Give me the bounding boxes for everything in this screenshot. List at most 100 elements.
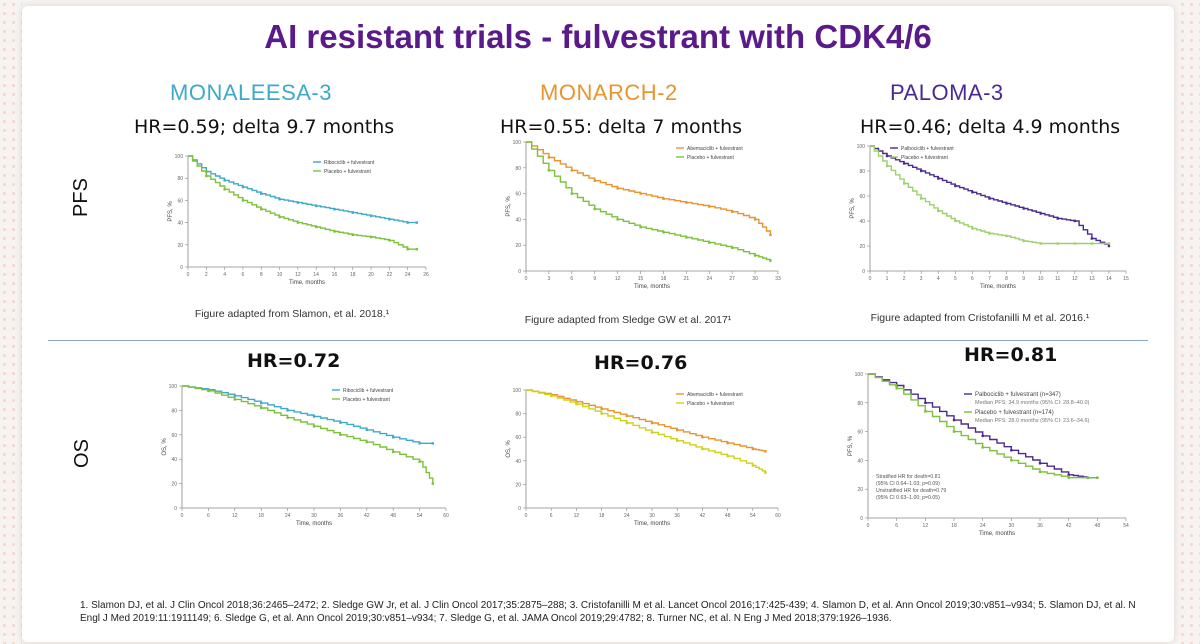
y-tick-label: 100 xyxy=(513,140,522,146)
x-tick-label: 26 xyxy=(423,272,429,278)
x-tick-label: 7 xyxy=(988,276,991,282)
censor-mark xyxy=(415,221,419,224)
censor-mark xyxy=(1005,202,1008,205)
legend-label: Abemaciclib + fulvestrant xyxy=(687,392,743,398)
censor-mark xyxy=(753,218,757,221)
x-tick-label: 36 xyxy=(338,513,344,519)
censor-mark xyxy=(1056,217,1059,220)
x-tick-label: 11 xyxy=(1055,276,1060,282)
x-tick-label: 21 xyxy=(684,276,690,282)
slide-title: AI resistant trials - fulvestrant with C… xyxy=(264,18,932,55)
x-tick-label: 3 xyxy=(920,276,923,282)
x-tick-label: 60 xyxy=(775,513,781,519)
series-line-0 xyxy=(868,373,1098,479)
censor-mark xyxy=(369,214,373,218)
chart-panel-pfs-monarch: 0 20 40 60 80 100 0 3 6 9 12 15 18 21 24 27 30 33 Time, mo… xyxy=(492,132,792,307)
x-tick-label: 16 xyxy=(332,272,338,278)
x-tick-label: 0 xyxy=(525,513,528,519)
censor-mark xyxy=(1056,242,1059,245)
x-axis-label: Time, months xyxy=(980,284,1016,290)
x-tick-label: 2 xyxy=(903,276,906,282)
censor-mark xyxy=(902,182,906,185)
censor-mark xyxy=(241,185,245,189)
censor-mark xyxy=(764,471,767,474)
censor-mark xyxy=(388,218,391,221)
censor-mark xyxy=(351,211,354,214)
y-tick-label: 80 xyxy=(515,412,521,418)
km-chart-os-paloma: 0 20 40 60 80 100 0 6 12 18 24 30 36 42 48 54 Time, mont… xyxy=(848,372,1129,537)
censor-mark xyxy=(1107,242,1111,245)
censor-mark xyxy=(406,248,409,251)
x-tick-label: 10 xyxy=(277,272,283,278)
censor-mark xyxy=(701,436,704,439)
censor-mark xyxy=(233,398,236,401)
censor-mark xyxy=(952,418,956,422)
trial-monarch-2: MONARCH-2 xyxy=(540,80,678,105)
y-tick-label: 100 xyxy=(857,144,866,150)
x-tick-label: 48 xyxy=(1095,523,1101,529)
censor-mark xyxy=(764,450,767,453)
y-tick-label: 0 xyxy=(518,506,521,512)
x-tick-label: 12 xyxy=(1072,276,1078,282)
y-tick-label: 100 xyxy=(175,154,184,160)
x-tick-label: 24 xyxy=(706,276,712,282)
x-tick-label: 36 xyxy=(674,513,680,519)
legend-label: Placebo + fulvestrant xyxy=(324,169,371,175)
y-tick-label: 80 xyxy=(857,401,863,407)
y-tick-label: 20 xyxy=(177,243,183,249)
censor-mark xyxy=(1107,244,1111,248)
x-tick-label: 14 xyxy=(1106,276,1112,282)
censor-mark xyxy=(924,410,927,413)
x-tick-label: 6 xyxy=(207,513,210,519)
censor-mark xyxy=(988,232,991,235)
censor-mark xyxy=(662,231,665,234)
censor-mark xyxy=(365,440,368,444)
y-tick-label: 20 xyxy=(857,487,863,493)
censor-mark xyxy=(1038,462,1042,465)
censor-mark xyxy=(701,447,704,451)
x-tick-label: 0 xyxy=(187,272,190,278)
x-tick-label: 6 xyxy=(971,276,974,282)
series-line-0 xyxy=(870,145,1110,246)
censor-mark xyxy=(685,201,688,204)
censor-mark xyxy=(314,204,318,208)
x-tick-label: 4 xyxy=(223,272,226,278)
censor-mark xyxy=(369,235,373,239)
censor-mark xyxy=(1022,239,1025,243)
km-chart-pfs-monarch: 0 20 40 60 80 100 0 3 6 9 12 15 18 21 24 27 30 33 Time, mo… xyxy=(506,140,781,290)
legend-sublabel: Median PFS: 34.9 months (95% CI: 28.8–40… xyxy=(975,400,1090,406)
x-tick-label: 6 xyxy=(895,523,898,529)
x-tick-label: 0 xyxy=(181,513,184,519)
censor-mark xyxy=(1005,234,1008,238)
censor-mark xyxy=(616,218,619,221)
censor-mark xyxy=(260,208,263,211)
censor-mark xyxy=(233,394,236,397)
censor-mark xyxy=(388,239,391,242)
y-tick-label: 80 xyxy=(859,169,865,175)
censor-mark xyxy=(971,191,974,194)
x-tick-label: 30 xyxy=(311,513,317,519)
censor-mark xyxy=(708,205,711,208)
censor-mark xyxy=(1010,449,1013,452)
chart-panel-pfs-monaleesa: 0 20 40 60 80 100 0 2 4 6 8 10 12 14 16 18 20 22 24 26 Time,… xyxy=(140,142,440,307)
x-tick-label: 3 xyxy=(548,276,551,282)
x-tick-label: 24 xyxy=(405,272,411,278)
x-tick-label: 30 xyxy=(752,276,758,282)
censor-mark xyxy=(952,430,956,433)
censor-mark xyxy=(431,482,434,485)
censor-mark xyxy=(575,402,578,406)
x-tick-label: 8 xyxy=(1005,276,1008,282)
x-tick-label: 12 xyxy=(615,276,621,282)
censor-mark xyxy=(312,425,316,428)
censor-mark xyxy=(937,177,940,180)
y-tick-label: 80 xyxy=(171,408,177,414)
censor-mark xyxy=(1096,476,1099,479)
y-tick-label: 100 xyxy=(513,388,522,394)
x-tick-label: 27 xyxy=(729,276,735,282)
censor-mark xyxy=(593,207,596,211)
y-tick-label: 40 xyxy=(515,459,521,465)
censor-mark xyxy=(769,233,772,237)
y-tick-label: 20 xyxy=(515,482,521,488)
censor-mark xyxy=(885,164,889,168)
